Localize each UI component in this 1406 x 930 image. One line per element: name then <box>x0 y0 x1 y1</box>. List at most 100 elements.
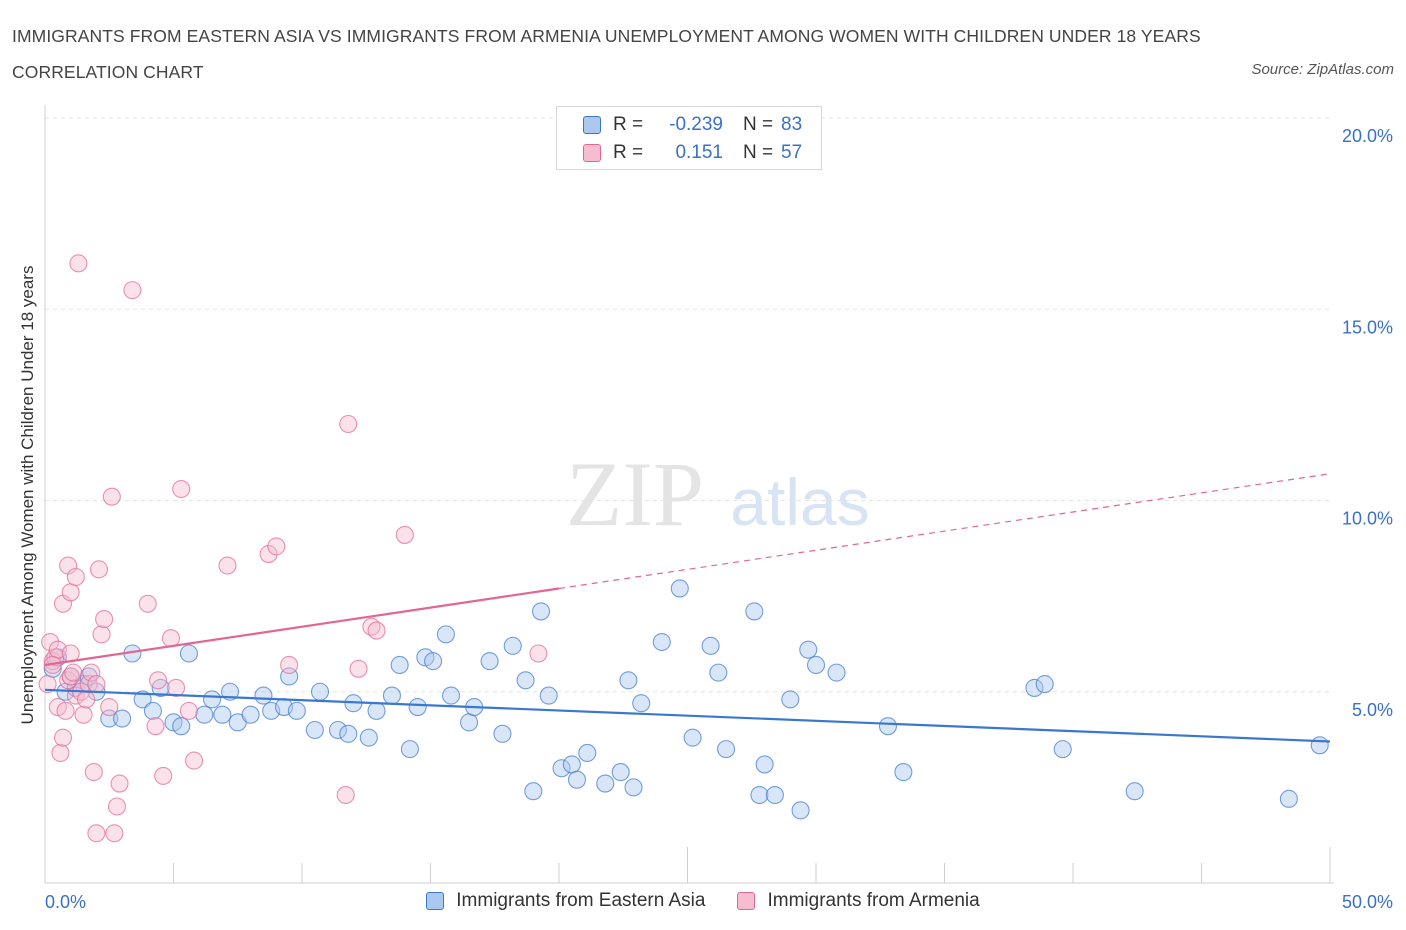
point-armenia <box>138 594 157 613</box>
point-armenia <box>149 671 168 690</box>
point-armenia <box>100 697 119 717</box>
point-eastern-asia <box>611 763 630 782</box>
point-armenia <box>84 763 103 782</box>
point-armenia <box>107 797 127 816</box>
point-eastern-asia <box>709 663 728 682</box>
legend-swatch-pink <box>583 144 601 162</box>
point-eastern-asia <box>750 785 769 805</box>
point-armenia <box>146 717 165 736</box>
point-eastern-asia <box>305 720 324 740</box>
point-eastern-asia <box>539 686 558 705</box>
point-eastern-asia <box>567 770 587 789</box>
trend-line-armenia-extrapolated <box>558 473 1331 590</box>
point-eastern-asia <box>1025 678 1044 697</box>
point-eastern-asia <box>596 774 615 793</box>
trend-line-eastern-asia <box>44 688 1331 743</box>
point-eastern-asia <box>562 755 581 774</box>
point-eastern-asia <box>524 782 543 801</box>
point-eastern-asia <box>1125 782 1144 801</box>
point-eastern-asia <box>203 690 222 709</box>
point-eastern-asia <box>765 785 784 805</box>
point-eastern-asia <box>516 671 535 690</box>
point-eastern-asia <box>195 705 214 724</box>
point-eastern-asia <box>745 602 764 621</box>
point-armenia <box>395 525 414 544</box>
point-armenia <box>267 537 286 556</box>
legend-r-value: -0.239 <box>669 114 723 135</box>
point-eastern-asia <box>143 701 162 720</box>
point-eastern-asia <box>1279 789 1298 808</box>
point-eastern-asia <box>799 640 818 659</box>
y-tick-label: 10.0% <box>1342 509 1393 529</box>
point-eastern-asia <box>552 759 571 778</box>
point-eastern-asia <box>241 705 260 724</box>
point-armenia <box>154 766 173 785</box>
point-eastern-asia <box>459 713 479 732</box>
point-eastern-asia <box>382 686 402 705</box>
point-eastern-asia <box>701 636 720 655</box>
point-eastern-asia <box>480 652 499 671</box>
legend-n-value: 57 <box>781 142 803 163</box>
watermark-atlas: atlas <box>730 465 869 539</box>
point-armenia <box>259 544 278 564</box>
point-eastern-asia <box>390 655 409 675</box>
point-eastern-asia <box>806 655 826 675</box>
point-eastern-asia <box>632 694 651 713</box>
point-eastern-asia <box>716 740 736 759</box>
x-tick-label: 50.0% <box>1342 892 1393 912</box>
point-eastern-asia <box>781 690 800 709</box>
point-eastern-asia <box>578 743 597 763</box>
point-eastern-asia <box>503 636 522 655</box>
point-eastern-asia <box>1035 675 1054 694</box>
point-eastern-asia <box>624 778 643 797</box>
point-eastern-asia <box>670 579 689 598</box>
correlation-legend: R = -0.239 N = 83 R = 0.151 N = 57 <box>556 106 822 170</box>
point-eastern-asia <box>408 697 427 717</box>
point-eastern-asia <box>652 632 671 652</box>
point-armenia <box>89 560 109 579</box>
point-eastern-asia <box>400 740 419 759</box>
point-eastern-asia <box>894 763 913 782</box>
point-armenia <box>61 583 80 602</box>
point-armenia <box>87 824 106 843</box>
point-eastern-asia <box>310 682 330 701</box>
legend-n-label: N = <box>743 142 774 163</box>
point-eastern-asia <box>328 720 348 740</box>
legend-r-value: 0.151 <box>675 142 723 163</box>
point-eastern-asia <box>619 671 638 690</box>
point-armenia <box>69 254 88 273</box>
point-armenia <box>179 701 198 720</box>
point-eastern-asia <box>213 705 232 724</box>
point-armenia <box>53 728 73 747</box>
series-legend-armenia[interactable]: Immigrants from Armenia <box>737 890 980 912</box>
legend-row-armenia: R = 0.151 N = 57 <box>583 141 802 165</box>
point-eastern-asia <box>359 728 378 747</box>
point-armenia <box>74 705 93 724</box>
series-label: Immigrants from Armenia <box>767 890 980 911</box>
point-armenia <box>87 675 106 694</box>
point-armenia <box>280 655 299 675</box>
point-eastern-asia <box>791 801 810 820</box>
point-eastern-asia <box>220 682 240 701</box>
y-tick-label: 15.0% <box>1342 317 1393 337</box>
point-eastern-asia <box>827 663 846 682</box>
point-eastern-asia <box>755 755 774 774</box>
tick-labels: 5.0% 10.0% 15.0% 20.0% 0.0% 50.0% <box>45 126 1393 912</box>
point-eastern-asia <box>367 701 386 720</box>
point-armenia <box>172 479 191 499</box>
point-armenia <box>64 663 83 682</box>
point-eastern-asia <box>436 625 455 644</box>
series-legend-eastern-asia[interactable]: Immigrants from Eastern Asia <box>426 890 705 912</box>
point-eastern-asia <box>1310 736 1329 755</box>
point-armenia <box>529 644 548 663</box>
point-eastern-asia <box>113 709 132 728</box>
point-eastern-asia <box>172 717 191 736</box>
point-eastern-asia <box>531 602 551 621</box>
trend-line-armenia <box>44 587 560 667</box>
point-eastern-asia <box>254 686 273 705</box>
trend-lines <box>44 473 1331 743</box>
series-swatch-pink <box>737 892 756 910</box>
series-label: Immigrants from Eastern Asia <box>456 890 706 911</box>
chart-title: IMMIGRANTS FROM EASTERN ASIA VS IMMIGRAN… <box>12 26 1201 82</box>
